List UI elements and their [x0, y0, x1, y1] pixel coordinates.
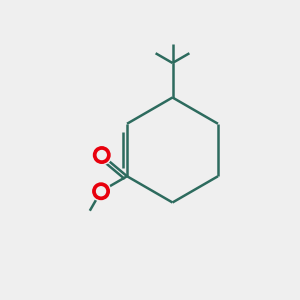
- Circle shape: [97, 151, 106, 160]
- Circle shape: [93, 183, 109, 200]
- Circle shape: [97, 187, 106, 196]
- Circle shape: [92, 145, 112, 165]
- Circle shape: [94, 147, 110, 163]
- Circle shape: [91, 182, 111, 201]
